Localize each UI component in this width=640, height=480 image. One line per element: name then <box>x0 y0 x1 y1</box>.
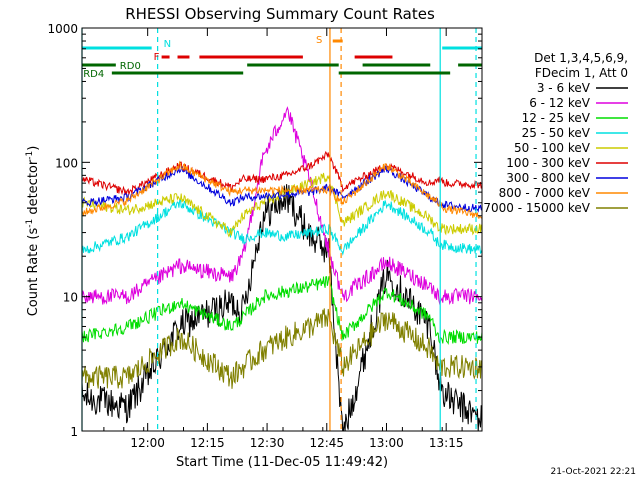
series-line-9 <box>81 308 483 389</box>
legend-label-2: 6 - 12 keV <box>529 96 591 110</box>
series-line-6 <box>81 150 483 196</box>
legend-label-7: 300 - 800 keV <box>506 171 590 185</box>
flag-label-f: F <box>154 52 160 63</box>
legend-label-6: 100 - 300 keV <box>506 156 590 170</box>
legend-label-9: 7000 - 15000 keV <box>483 201 590 215</box>
flag-label-s: S <box>316 35 322 46</box>
series-line-8 <box>81 160 483 220</box>
legend-label-1: 3 - 6 keV <box>537 81 591 95</box>
chart-title: RHESSI Observing Summary Count Rates <box>125 5 435 23</box>
plot-frame <box>81 27 483 432</box>
y-tick-label-1: 1 <box>70 425 78 439</box>
flag-bars: NF S RD0 RD4 <box>82 35 482 80</box>
legend-label-8: 800 - 7000 keV <box>499 186 591 200</box>
y-axis-label-mid: detector <box>26 159 41 219</box>
flag-label-n: N <box>164 39 171 50</box>
series-layer <box>81 106 483 432</box>
timestamp: 21-Oct-2021 22:21 <box>551 467 636 477</box>
legend-label-5: 50 - 100 keV <box>514 141 591 155</box>
x-axis-label: Start Time (11-Dec-05 11:49:42) <box>176 455 388 470</box>
x-tick-label-6: 13:15 <box>429 436 464 450</box>
x-tick-label-1: 12:00 <box>130 436 165 450</box>
legend-label-4: 25 - 50 keV <box>522 126 591 140</box>
x-tick-label-2: 12:15 <box>190 436 225 450</box>
y-axis-label-sup2: -1 <box>25 151 35 160</box>
y-axis-label: Count Rate (s-1 detector-1) <box>25 146 41 317</box>
legend-header-2: FDecim 1, Att 0 <box>535 66 628 80</box>
series-line-2 <box>81 106 483 306</box>
legend-header-1: Det 1,3,4,5,6,9, <box>534 51 628 65</box>
axes: 12:00 12:15 12:30 12:45 13:00 13:15 1 10 100 1000 <box>47 22 483 450</box>
flag-label-rd0: RD0 <box>120 61 141 72</box>
x-tick-label-5: 13:00 <box>369 436 404 450</box>
series-line-1 <box>81 184 483 432</box>
series-line-7 <box>81 165 483 214</box>
y-axis-label-main: Count Rate (s <box>26 228 41 317</box>
y-axis-label-sup1: -1 <box>25 219 35 228</box>
x-tick-label-3: 12:30 <box>250 436 285 450</box>
y-tick-label-3: 100 <box>55 156 78 170</box>
series-line-3 <box>81 276 483 346</box>
y-tick-label-4: 1000 <box>47 22 78 36</box>
flag-label-rd4: RD4 <box>83 69 104 80</box>
y-axis-label-end: ) <box>26 146 41 151</box>
x-tick-label-4: 12:45 <box>309 436 344 450</box>
series-line-4 <box>81 198 483 257</box>
legend-label-3: 12 - 25 keV <box>522 111 591 125</box>
y-tick-label-2: 10 <box>63 291 78 305</box>
